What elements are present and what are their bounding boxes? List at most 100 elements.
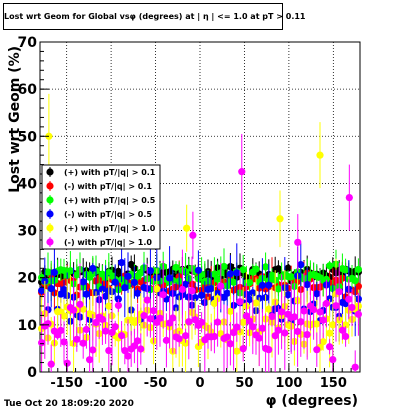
data-point — [105, 302, 113, 310]
axes: -150 -100 -50 0 50 100 150 0 10 20 30 40 50 60 70 — [18, 35, 361, 391]
data-point — [153, 285, 161, 293]
legend-label: (-) with pT/|q| > 0.5 — [64, 210, 152, 219]
data-point — [274, 265, 282, 273]
data-point — [284, 264, 292, 272]
data-point — [191, 316, 199, 324]
data-point — [278, 308, 286, 316]
data-point — [159, 291, 167, 299]
data-point — [246, 317, 254, 325]
data-point — [332, 302, 340, 310]
data-point — [265, 346, 273, 354]
data-point — [300, 307, 308, 315]
data-point — [354, 310, 362, 318]
data-point — [335, 288, 343, 296]
data-point — [329, 321, 337, 329]
data-point — [146, 315, 154, 323]
data-point — [191, 294, 199, 302]
data-point — [89, 346, 97, 354]
data-point — [354, 282, 362, 290]
data-point — [313, 320, 321, 328]
data-point — [226, 307, 234, 315]
data-point — [249, 323, 257, 331]
data-point — [82, 290, 90, 298]
data-point — [239, 266, 247, 274]
data-point — [316, 308, 324, 316]
legend-marker — [46, 210, 54, 218]
data-point — [188, 287, 196, 295]
data-point — [146, 267, 154, 275]
data-point — [274, 285, 282, 293]
data-point — [73, 335, 81, 343]
legend-label: (+) with pT/|q| > 0.5 — [64, 196, 156, 205]
x-tick-label: 100 — [275, 376, 302, 391]
data-point — [326, 262, 334, 270]
data-point — [124, 352, 132, 360]
x-tick-label: -150 — [50, 376, 83, 391]
data-point — [102, 327, 110, 335]
y-axis-label: Lost wrt Geom (%) — [7, 46, 23, 193]
data-point — [137, 269, 145, 277]
data-point — [252, 299, 260, 307]
data-point — [114, 301, 122, 310]
data-point — [182, 339, 190, 347]
data-point — [223, 289, 231, 297]
data-point — [92, 318, 100, 327]
data-point — [57, 326, 65, 335]
data-point — [183, 224, 191, 232]
data-point — [281, 329, 289, 337]
data-point — [162, 336, 170, 344]
data-point — [172, 263, 180, 272]
legend-marker — [46, 196, 54, 204]
data-point — [297, 318, 305, 326]
data-point — [284, 291, 292, 299]
data-point — [262, 263, 270, 271]
data-point — [236, 298, 244, 306]
data-point — [338, 326, 346, 334]
legend: (+) with pT/|q| > 0.1 (-) with pT/|q| > 0… — [41, 164, 161, 250]
data-point — [118, 258, 126, 267]
data-point — [66, 267, 74, 275]
data-point — [189, 231, 197, 239]
data-point — [238, 168, 246, 176]
legend-label: (-) with pT/|q| > 1.0 — [64, 238, 152, 247]
data-point — [271, 332, 279, 340]
data-point — [198, 291, 206, 299]
x-tick-label: 50 — [235, 376, 253, 391]
x-tick-label: 0 — [195, 376, 204, 391]
data-point — [121, 284, 129, 292]
y-tick-label: 50 — [18, 129, 38, 145]
data-point — [150, 307, 158, 315]
data-point — [252, 265, 260, 273]
data-point — [47, 360, 55, 368]
data-point — [294, 238, 302, 246]
x-tick-label: -50 — [144, 376, 168, 391]
data-point — [111, 278, 119, 286]
data-point — [178, 285, 186, 294]
data-point — [38, 286, 46, 295]
legend-marker — [46, 168, 54, 176]
legend-label: (+) with pT/|q| > 0.1 — [64, 168, 156, 177]
data-point — [316, 151, 324, 159]
data-point — [354, 265, 362, 274]
data-point — [124, 272, 132, 280]
data-point — [130, 278, 138, 287]
data-point — [82, 325, 90, 334]
data-point — [143, 296, 151, 304]
data-point — [322, 275, 330, 283]
legend-marker — [46, 224, 54, 232]
data-point — [351, 277, 359, 285]
data-point — [102, 292, 110, 300]
data-point — [258, 281, 266, 289]
data-point — [121, 346, 129, 355]
data-point — [111, 323, 119, 331]
data-point — [60, 286, 68, 294]
data-point — [118, 332, 126, 340]
x-tick-label: -100 — [95, 376, 128, 391]
data-point — [175, 335, 183, 343]
data-point — [313, 346, 321, 354]
data-point — [38, 339, 46, 347]
data-point — [239, 345, 247, 353]
x-axis-label: φ (degrees) — [266, 393, 358, 409]
data-point — [274, 326, 282, 334]
data-point — [194, 266, 202, 274]
